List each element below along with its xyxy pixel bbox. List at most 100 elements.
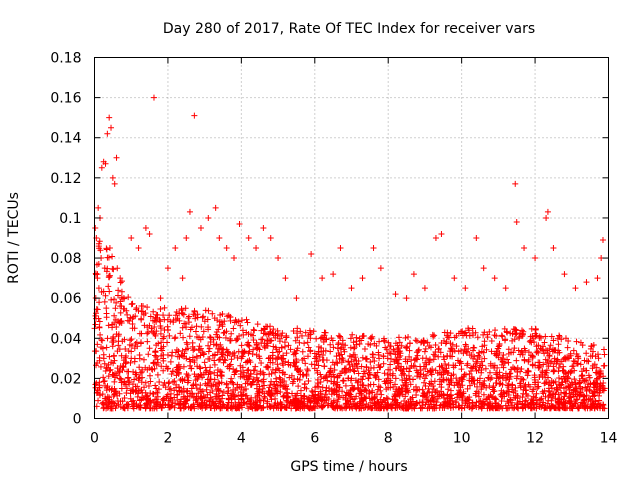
data-point: [313, 358, 320, 365]
data-point: [449, 348, 456, 355]
data-point: [458, 366, 465, 373]
data-point: [238, 342, 245, 349]
data-point: [193, 353, 200, 360]
data-point: [107, 405, 114, 412]
data-point: [171, 335, 178, 342]
data-point: [218, 369, 225, 376]
data-point: [331, 367, 338, 374]
data-point: [516, 333, 523, 340]
data-point: [400, 382, 407, 389]
data-point: [353, 357, 360, 364]
data-point: [484, 331, 491, 338]
data-point: [145, 383, 152, 390]
data-point: [115, 318, 122, 325]
data-point: [165, 380, 172, 387]
data-point: [96, 318, 103, 325]
data-point: [495, 343, 502, 350]
data-point: [349, 382, 356, 389]
data-point: [125, 401, 132, 408]
data-point: [410, 271, 417, 278]
data-point: [416, 399, 423, 406]
data-point: [104, 130, 111, 137]
data-point: [453, 332, 460, 339]
data-point: [234, 384, 241, 391]
data-point: [172, 349, 179, 356]
data-point: [532, 362, 539, 369]
data-point: [597, 371, 604, 378]
data-point: [366, 388, 373, 395]
data-point: [406, 353, 413, 360]
data-point: [299, 348, 306, 355]
data-point: [230, 381, 237, 388]
data-point: [534, 400, 541, 407]
data-point: [462, 400, 469, 407]
data-point: [111, 400, 118, 407]
data-point: [447, 340, 454, 347]
data-point: [160, 396, 167, 403]
data-point: [214, 333, 221, 340]
data-point: [389, 370, 396, 377]
data-point: [254, 344, 261, 351]
data-point: [322, 387, 329, 394]
data-point: [549, 385, 556, 392]
data-point: [361, 370, 368, 377]
data-point: [335, 350, 342, 357]
data-point: [319, 403, 326, 410]
data-point: [570, 402, 577, 409]
data-point: [462, 348, 469, 355]
data-point: [302, 329, 309, 336]
data-point: [264, 337, 271, 344]
data-point: [551, 355, 558, 362]
data-point: [503, 377, 509, 384]
data-point: [194, 311, 201, 318]
data-point: [275, 353, 282, 360]
data-point: [398, 400, 405, 407]
data-point: [412, 402, 419, 409]
data-point: [425, 385, 432, 392]
data-point: [116, 367, 123, 373]
data-point: [496, 342, 503, 349]
data-point: [566, 354, 573, 361]
data-point: [118, 288, 125, 295]
data-point: [292, 363, 299, 370]
data-point: [258, 336, 265, 343]
data-point: [277, 389, 284, 396]
data-point: [447, 330, 454, 337]
data-point: [171, 378, 178, 385]
data-point: [510, 389, 517, 396]
data-point: [298, 332, 305, 339]
data-point: [160, 312, 167, 319]
data-point: [513, 375, 520, 382]
data-point: [117, 375, 124, 382]
data-point: [502, 285, 509, 292]
data-point: [470, 344, 477, 351]
data-point: [272, 344, 279, 351]
data-point: [521, 345, 528, 352]
data-point: [359, 401, 366, 408]
data-point: [333, 387, 340, 394]
data-point: [555, 375, 562, 382]
data-point: [487, 392, 494, 399]
data-point: [158, 339, 165, 346]
data-point: [290, 328, 297, 334]
data-point: [334, 360, 341, 367]
x-tick-label: 2: [163, 431, 172, 447]
data-point: [108, 296, 115, 303]
data-point: [395, 349, 402, 356]
data-point: [310, 403, 317, 410]
data-point: [574, 360, 581, 367]
data-point: [253, 399, 260, 406]
data-point: [185, 315, 192, 322]
data-point: [139, 374, 146, 381]
data-point: [278, 356, 285, 363]
data-point: [555, 341, 562, 348]
data-point: [391, 381, 398, 388]
x-tick-label: 6: [310, 431, 319, 447]
data-point: [215, 356, 222, 363]
data-point: [215, 345, 222, 352]
data-point: [129, 403, 136, 410]
data-point: [273, 404, 280, 411]
data-point: [510, 349, 517, 356]
data-point: [260, 224, 267, 231]
data-point: [550, 245, 557, 252]
